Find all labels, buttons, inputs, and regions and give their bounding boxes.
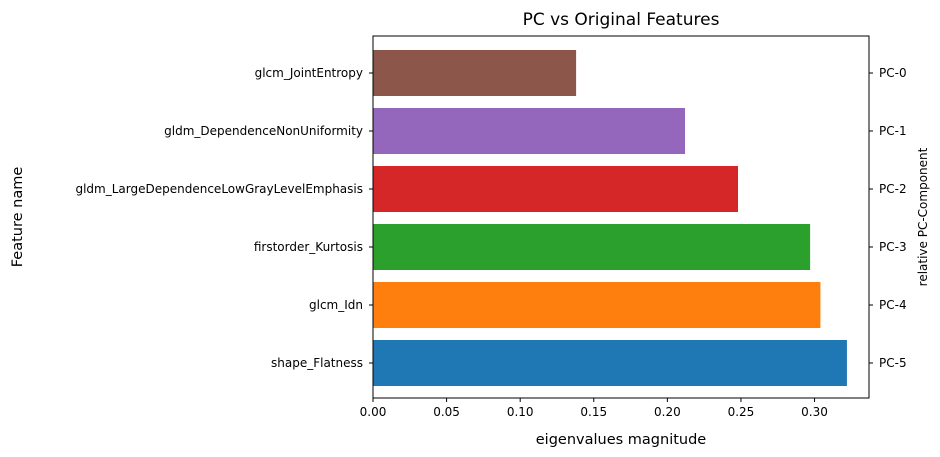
bars-group <box>373 50 847 386</box>
y2-tick-label: PC-1 <box>879 124 907 138</box>
x-axis-ticks: 0.00 0.05 0.10 0.15 0.20 0.25 0.30 <box>360 398 828 419</box>
y-tick-label: gldm_DependenceNonUniformity <box>164 124 363 138</box>
x-tick-label: 0.30 <box>801 405 828 419</box>
x-tick-label: 0.25 <box>728 405 755 419</box>
y2-tick-label: PC-4 <box>879 298 907 312</box>
bar-pc-1 <box>373 108 686 154</box>
x-tick-label: 0.00 <box>360 405 387 419</box>
y-tick-label: firstorder_Kurtosis <box>254 240 363 254</box>
y2-axis-label: relative PC-Component <box>916 147 930 286</box>
y2-axis-ticks: PC-5 PC-4 PC-3 PC-2 PC-1 PC-0 <box>869 66 907 370</box>
x-tick-label: 0.10 <box>507 405 534 419</box>
x-tick-label: 0.20 <box>654 405 681 419</box>
bar-pc-3 <box>373 224 811 270</box>
x-axis-label: eigenvalues magnitude <box>536 432 707 448</box>
bar-pc-0 <box>373 50 577 96</box>
y-tick-label: shape_Flatness <box>271 356 363 370</box>
y2-tick-label: PC-5 <box>879 356 907 370</box>
plot-frame <box>372 35 870 399</box>
y-axis-label: Feature name <box>10 167 26 268</box>
y-axis-ticks: shape_Flatness glcm_Idn firstorder_Kurtosi… <box>75 66 373 370</box>
y2-tick-label: PC-2 <box>879 182 907 196</box>
y-tick-label: gldm_LargeDependenceLowGrayLevelEmphasis <box>75 182 363 196</box>
y-tick-label: glcm_Idn <box>309 298 363 312</box>
y2-tick-label: PC-3 <box>879 240 907 254</box>
x-tick-label: 0.05 <box>433 405 460 419</box>
chart-title: PC vs Original Features <box>523 10 720 30</box>
bar-pc-5 <box>373 340 847 386</box>
bar-pc-4 <box>373 282 821 328</box>
bar-pc-2 <box>373 166 739 212</box>
y2-tick-label: PC-0 <box>879 66 907 80</box>
x-tick-label: 0.15 <box>580 405 607 419</box>
y-tick-label: glcm_JointEntropy <box>255 66 363 80</box>
